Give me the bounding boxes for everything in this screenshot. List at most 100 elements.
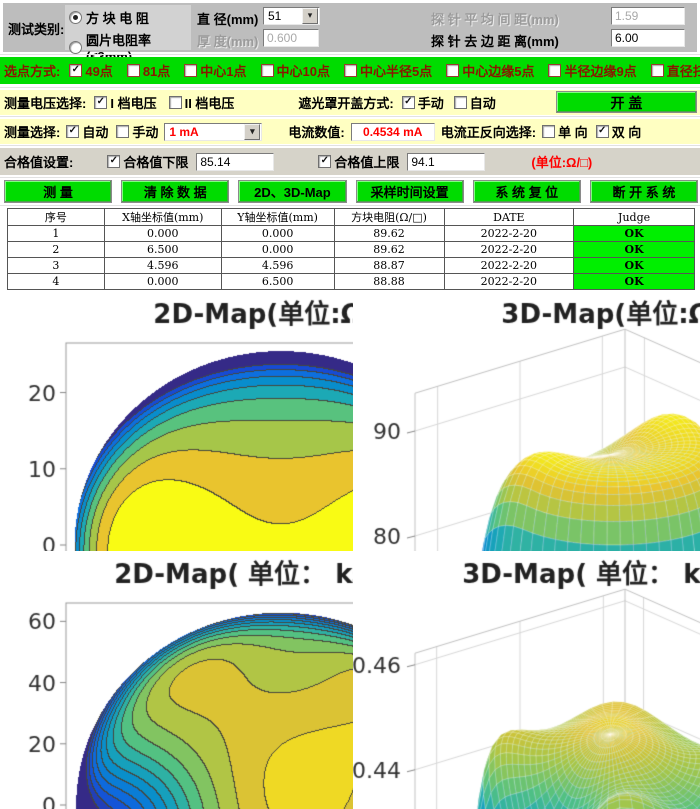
checkbox-label: 双 向 — [611, 125, 642, 140]
probe-spacing-input[interactable] — [611, 7, 685, 25]
column-header: DATE — [443, 208, 575, 226]
checkbox-label: 49点 — [85, 64, 113, 79]
point-mode-checkbox-3[interactable]: 中心10点 — [260, 61, 330, 80]
shutter-mode-checkbox-0[interactable]: ✓ 手动 — [401, 93, 444, 112]
lower-limit-checkbox[interactable]: ✓ 合格值下限 — [107, 152, 188, 171]
data-cell: 89.62 — [333, 241, 445, 258]
checkbox-label: 半径边缘9点 — [564, 64, 637, 79]
current-value-label: 电流数值: — [288, 125, 345, 140]
upper-limit-label: 合格值上限 — [334, 155, 400, 170]
open-cover-button[interactable]: 开 盖 — [556, 91, 697, 113]
judge-cell: OK — [573, 225, 695, 242]
data-cell: 89.62 — [333, 225, 445, 242]
point-mode-checkbox-7[interactable]: 直径扫描 — [650, 61, 700, 80]
data-cell: 2022-2-20 — [443, 257, 575, 274]
data-cell: 4.596 — [103, 257, 222, 274]
judge-cell: OK — [573, 241, 695, 258]
upper-limit-input[interactable] — [407, 152, 486, 171]
judge-cell: OK — [573, 273, 695, 290]
diameter-label: 直 径(mm) — [197, 12, 259, 27]
upper-limit-checkbox[interactable]: ✓ 合格值上限 — [318, 152, 399, 171]
data-cell: 4.596 — [220, 257, 335, 274]
checkbox-label: II 档电压 — [184, 96, 235, 111]
checkbox-icon — [343, 64, 357, 77]
point-mode-checkbox-1[interactable]: 81点 — [126, 61, 171, 80]
clear-data-button[interactable]: 清 除 数 据 — [121, 180, 230, 203]
current-direction-checkbox-0[interactable]: 单 向 — [542, 122, 588, 141]
column-header: 方块电阻(Ω/□) — [333, 208, 445, 226]
checkbox-icon: ✓ — [107, 155, 121, 168]
system-reset-button[interactable]: 系 统 复 位 — [472, 180, 581, 203]
checkbox-label: 手动 — [132, 125, 159, 140]
column-header: Y轴坐标值(mm) — [220, 208, 335, 226]
checkbox-icon — [126, 64, 140, 77]
sample-time-button[interactable]: 采样时间设置 — [355, 180, 464, 203]
data-cell: 2 — [7, 241, 105, 258]
chevron-down-icon[interactable]: ▾ — [302, 8, 318, 24]
measure-button[interactable]: 测 量 — [4, 180, 113, 203]
current-value-field[interactable]: 0.4534 mA — [350, 122, 435, 141]
diameter-value: 51 — [268, 9, 282, 23]
table-row[interactable]: 3 4.596 4.596 88.87 2022-2-20 OK — [7, 257, 695, 274]
checkbox-icon: ✓ — [69, 64, 83, 77]
thickness-input[interactable] — [263, 29, 319, 47]
shutter-options: ✓ 手动 自动 — [401, 93, 496, 112]
lower-limit-input[interactable] — [196, 152, 275, 171]
voltage-select-label: 测量电压选择: — [4, 96, 87, 111]
point-mode-checkbox-4[interactable]: 中心半径5点 — [343, 61, 432, 80]
checkbox-icon: ✓ — [66, 125, 80, 138]
edge-distance-label: 探 针 去 边 距 离(mm) — [431, 34, 559, 49]
checkbox-label: 81点 — [142, 64, 171, 79]
data-cell: 2022-2-20 — [443, 241, 575, 258]
checkbox-icon: ✓ — [401, 96, 415, 109]
checkbox-icon: ✓ — [318, 155, 332, 168]
shutter-mode-checkbox-1[interactable]: 自动 — [453, 93, 496, 112]
judge-cell: OK — [573, 257, 695, 274]
data-cell: 6.500 — [220, 273, 335, 290]
disconnect-button[interactable]: 断 开 系 统 — [589, 180, 699, 203]
unit-note: (单位:Ω/□) — [531, 155, 593, 170]
data-cell: 1 — [7, 225, 105, 242]
chevron-down-icon[interactable]: ▾ — [244, 123, 261, 140]
measure-mode-checkbox-0[interactable]: ✓ 自动 — [66, 122, 108, 141]
table-row[interactable]: 4 0.000 6.500 88.88 2022-2-20 OK — [7, 273, 695, 290]
checkbox-icon — [650, 64, 664, 77]
checkbox-icon — [260, 64, 274, 77]
table-row[interactable]: 1 0.000 0.000 89.62 2022-2-20 OK — [7, 225, 695, 242]
column-header: Judge — [573, 208, 695, 226]
current-direction-options: 单 向 ✓ 双 向 — [542, 122, 641, 141]
current-direction-checkbox-1[interactable]: ✓ 双 向 — [595, 122, 642, 141]
point-selection-label: 选点方式: — [4, 64, 61, 79]
point-mode-checkbox-5[interactable]: 中心边缘5点 — [446, 61, 534, 80]
test-type-radio-0[interactable]: 方 块 电 阻 — [69, 8, 149, 27]
point-mode-checkbox-0[interactable]: ✓ 49点 — [69, 61, 113, 80]
checkbox-icon — [116, 125, 130, 138]
limits-row: 合格值设置: ✓ 合格值下限 ✓ 合格值上限 (单位:Ω/□) — [0, 148, 700, 175]
point-selection-options: ✓49点 81点 中心1点 中心10点 中心半径5点 中心边缘5点 半径边缘9点 直径扫描 — [69, 61, 700, 80]
command-buttons-row: 测 量清 除 数 据 2D、3D-Map 采样时间设置系 统 复 位断 开 系 统 — [4, 180, 699, 203]
point-mode-checkbox-2[interactable]: 中心1点 — [184, 61, 247, 80]
edge-distance-input[interactable] — [611, 29, 685, 47]
voltage-gear-checkbox-0[interactable]: ✓ I 档电压 — [94, 93, 157, 112]
point-selection-row: 选点方式: ✓ 49点 81点 中心1点 中心10点 中心半径5点 中心边缘5点 半径边缘9点… — [0, 57, 700, 84]
column-header: X轴坐标值(mm) — [103, 208, 222, 226]
lower-limit-label: 合格值下限 — [123, 155, 189, 170]
measurement-table: 序号 X轴坐标值(mm) Y轴坐标值(mm) 方块电阻(Ω/□) DATE Judge 1 0… — [7, 208, 695, 290]
current-range-select[interactable]: 1 mA ▾ — [164, 122, 263, 141]
voltage-gear-checkbox-1[interactable]: II 档电压 — [168, 93, 235, 112]
point-mode-checkbox-6[interactable]: 半径边缘9点 — [548, 61, 637, 80]
shutter-mode-label: 遮光罩开盖方式: — [298, 96, 394, 111]
map-button[interactable]: 2D、3D-Map — [238, 180, 347, 203]
checkbox-icon — [548, 64, 562, 77]
diameter-select[interactable]: 51 ▾ — [263, 7, 320, 25]
data-cell: 0.000 — [220, 225, 335, 242]
table-row[interactable]: 2 6.500 0.000 89.62 2022-2-20 OK — [7, 241, 695, 258]
measure-mode-checkbox-1[interactable]: 手动 — [116, 122, 158, 141]
data-cell: 4 — [7, 273, 105, 290]
data-cell: 6.500 — [103, 241, 222, 258]
data-cell: 3 — [7, 257, 105, 274]
checkbox-icon — [168, 96, 182, 109]
checkbox-icon — [453, 96, 467, 109]
radio-icon — [69, 11, 82, 24]
